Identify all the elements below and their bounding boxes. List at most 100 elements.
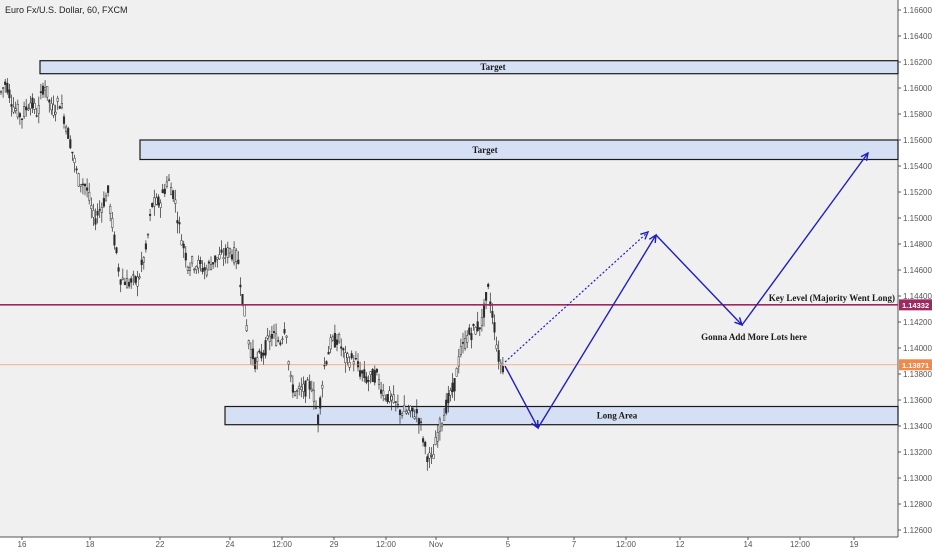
candle-body xyxy=(235,250,238,262)
candle-body xyxy=(60,103,63,109)
candle-body xyxy=(41,85,45,95)
candle-body xyxy=(401,413,404,416)
candle-body xyxy=(35,115,38,117)
candle-body xyxy=(365,376,368,383)
candle-body xyxy=(312,389,315,402)
candle-body xyxy=(449,390,452,396)
y-tick-label: 1.13400 xyxy=(903,422,932,431)
x-tick-label: 12 xyxy=(676,540,685,549)
candle-body xyxy=(317,414,320,425)
candle-body xyxy=(214,255,217,263)
zone-box xyxy=(224,405,899,426)
key-level-tag-bg xyxy=(899,299,932,311)
candle-body xyxy=(88,192,91,201)
candle-body xyxy=(249,349,252,358)
annotation-text: Gonna Add More Lots here xyxy=(701,332,807,342)
candle-body xyxy=(411,407,414,412)
candle-body xyxy=(392,394,395,403)
candle-body xyxy=(195,266,198,270)
candle-body xyxy=(468,327,471,335)
candles-layer xyxy=(0,78,504,471)
candle-body xyxy=(92,210,95,218)
projection-arrowhead xyxy=(640,230,650,240)
candle-body xyxy=(354,358,357,360)
candle-body xyxy=(180,240,183,246)
candle-body xyxy=(123,281,126,286)
price-tags-layer: 1.14332 1.13871 xyxy=(899,299,932,371)
candle-body xyxy=(361,370,364,374)
candle-body xyxy=(155,197,158,205)
x-tick-label: 24 xyxy=(226,540,235,549)
x-tick-label: 5 xyxy=(506,540,511,549)
x-tick-label: Nov xyxy=(429,540,443,549)
candle-body xyxy=(396,403,399,406)
candle-body xyxy=(304,380,307,397)
candle-body xyxy=(86,187,89,191)
current-price-tag: 1.13871 xyxy=(902,361,929,370)
candle-body xyxy=(243,304,246,317)
candle-body xyxy=(0,91,3,93)
candle-body xyxy=(191,256,194,264)
candle-body xyxy=(69,139,72,149)
candle-body xyxy=(289,374,292,378)
candle-body xyxy=(432,454,435,459)
candle-body xyxy=(285,335,288,338)
candle-body xyxy=(482,303,486,318)
y-tick-label: 1.14200 xyxy=(903,318,932,327)
candle-body xyxy=(62,116,66,124)
zone-label: Long Area xyxy=(597,411,638,421)
candle-body xyxy=(277,340,280,342)
chart-title: Euro Fx/U.S. Dollar, 60, FXCM xyxy=(5,5,128,15)
candle-body xyxy=(382,390,385,396)
candle-body xyxy=(499,362,502,366)
candle-body xyxy=(474,327,477,335)
candle-body xyxy=(67,128,70,139)
candle-body xyxy=(275,333,278,346)
candle-body xyxy=(184,252,187,261)
candle-body xyxy=(293,391,297,396)
candle-body xyxy=(237,259,240,264)
candle-body xyxy=(79,184,82,187)
candle-body xyxy=(98,209,101,211)
candle-body xyxy=(245,325,248,332)
candle-body xyxy=(455,368,458,377)
candle-body xyxy=(197,259,200,269)
candle-body xyxy=(117,267,120,272)
candle-body xyxy=(308,381,311,390)
candle-body xyxy=(340,346,343,349)
candle-body xyxy=(176,220,179,224)
candle-body xyxy=(224,248,227,256)
candle-body xyxy=(20,118,24,120)
candle-body xyxy=(48,99,51,103)
candle-body xyxy=(331,336,334,341)
candle-body xyxy=(226,247,229,258)
candle-body xyxy=(262,352,265,356)
candle-body xyxy=(33,102,36,110)
y-tick-label: 1.14000 xyxy=(903,344,932,353)
candle-body xyxy=(495,344,498,350)
x-tick-label: 22 xyxy=(156,540,165,549)
candle-body xyxy=(90,205,93,210)
levels-layer: Key Level (Majority Went Long) xyxy=(0,293,898,366)
y-tick-label: 1.14800 xyxy=(903,240,932,249)
candle-body xyxy=(136,276,139,287)
candle-body xyxy=(405,411,408,414)
projection-segment xyxy=(655,234,743,326)
candle-body xyxy=(239,284,242,288)
candle-body xyxy=(350,353,353,359)
candle-body xyxy=(2,87,5,89)
candle-body xyxy=(165,181,168,187)
candle-body xyxy=(109,205,112,214)
candle-body xyxy=(489,301,492,306)
candle-body xyxy=(174,199,177,204)
candle-body xyxy=(203,267,206,271)
candle-body xyxy=(394,401,397,403)
candle-body xyxy=(459,346,462,355)
candle-body xyxy=(149,214,152,216)
price-axis-background xyxy=(898,0,932,550)
candle-body xyxy=(386,394,389,403)
candle-body xyxy=(426,456,429,463)
candle-body xyxy=(321,384,324,389)
y-tick-label: 1.12800 xyxy=(903,500,932,509)
